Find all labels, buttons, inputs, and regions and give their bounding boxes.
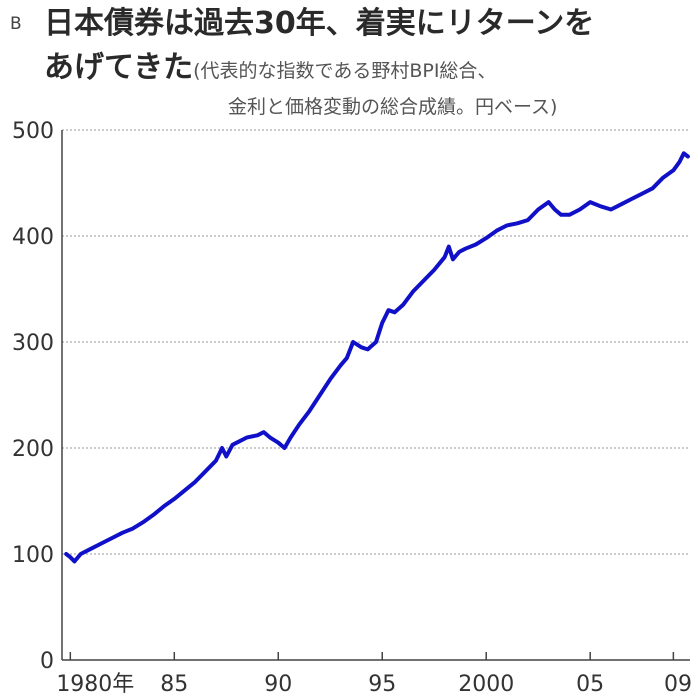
chart-title: 日本債券は過去30年、着実にリターンを — [44, 6, 595, 41]
x-tick-label: 90 — [264, 672, 292, 697]
x-tick-label: 2000 — [458, 672, 514, 697]
y-tick-label: 0 — [40, 649, 54, 674]
y-tick-label: 400 — [12, 225, 54, 250]
x-tick-label: 1980年 — [56, 672, 134, 697]
chart-subtitle-line2: 金利と価格変動の総合成績。円ベース) — [228, 96, 558, 118]
panel-label: B — [10, 14, 22, 34]
series-line-0 — [64, 151, 690, 564]
x-tick-label: 95 — [368, 672, 396, 697]
y-tick-label: 200 — [12, 437, 54, 462]
axis-layer — [61, 130, 690, 661]
x-tick-label: 05 — [576, 672, 604, 697]
y-tick-label: 100 — [12, 543, 54, 568]
y-tick-label: 300 — [12, 331, 54, 356]
series-layer — [64, 151, 690, 564]
x-tick-label: 09 — [664, 672, 692, 697]
tick-label-layer: 0 100 200 300 400 500 1980年 85 90 95 2000 05 09 — [12, 119, 692, 697]
x-tick-label: 85 — [160, 672, 188, 697]
y-tick-label: 500 — [12, 119, 54, 144]
chart-title-continued: あげてきた — [44, 50, 194, 85]
chart-title-line2: あげてきた(代表的な指数である野村BPI総合、 — [44, 50, 496, 89]
chart-subtitle: (代表的な指数である野村BPI総合、 — [193, 60, 497, 82]
